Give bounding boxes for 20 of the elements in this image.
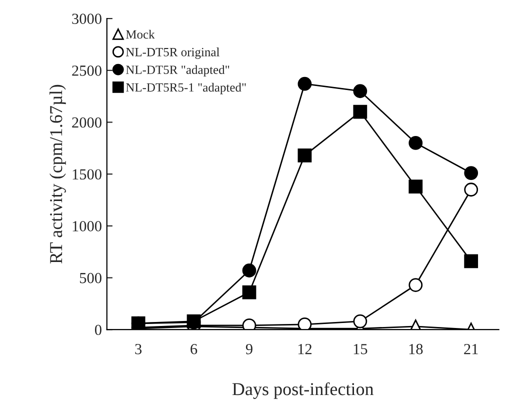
x-tick-label: 15	[354, 344, 368, 354]
x-tick-label: 12	[298, 344, 312, 354]
x-tick-label: 21	[464, 344, 478, 354]
y-axis-title: RT activity (cpm/1.67µl)	[49, 84, 66, 264]
legend-label: NL-DT5R5-1 "adapted"	[126, 82, 246, 94]
x-tick-label: 9	[246, 344, 252, 354]
y-tick-label: 500	[80, 272, 102, 284]
legend-label: NL-DT5R original	[126, 48, 220, 59]
x-axis-title: Days post-infection	[232, 382, 374, 399]
y-tick-label: 2000	[72, 117, 102, 128]
y-tick-label: 2500	[72, 66, 102, 76]
x-tick-label: 6	[190, 344, 198, 354]
legend-label: Mock	[126, 30, 155, 39]
y-tick-label: 1500	[72, 169, 102, 180]
y-tick-label: 1000	[72, 221, 102, 232]
x-tick-label: 18	[409, 344, 423, 354]
x-tick-label: 3	[135, 344, 142, 354]
y-tick-label: 0	[94, 324, 102, 336]
legend-label: NL-DT5R "adapted"	[126, 65, 230, 77]
y-tick-label: 3000	[72, 14, 102, 24]
